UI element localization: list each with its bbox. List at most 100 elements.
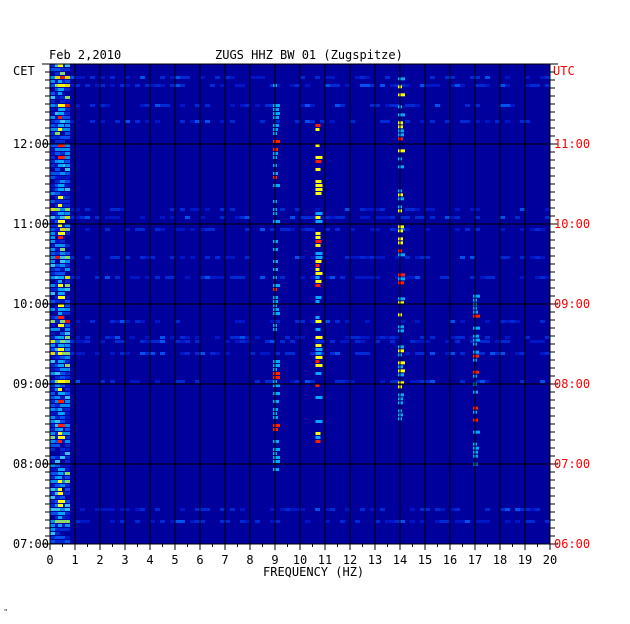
feature-segment	[58, 124, 64, 127]
feature-segment	[398, 77, 405, 81]
spectrogram-cell	[300, 228, 305, 231]
x-tick-label: 2	[96, 553, 103, 567]
spectrogram-cell	[170, 216, 175, 219]
x-tick-label: 8	[246, 553, 253, 567]
spectrogram-cell	[55, 328, 60, 331]
spectrogram-cell	[60, 528, 65, 531]
spectrogram-cell	[50, 148, 55, 151]
spectrogram-cell	[230, 104, 235, 107]
spectrogram-cell	[425, 340, 430, 343]
spectrogram-cell	[270, 340, 275, 343]
spectrogram-cell	[380, 208, 385, 211]
feature-segment	[273, 140, 280, 143]
spectrogram-cell	[200, 276, 205, 279]
spectrogram-cell	[355, 76, 360, 79]
spectrogram-cell	[85, 208, 90, 211]
spectrogram-cell	[50, 524, 55, 527]
spectrogram-cell	[485, 520, 490, 523]
spectrogram-cell	[195, 340, 200, 343]
spectrogram-cell	[485, 84, 490, 87]
spectrogram-cell	[65, 104, 70, 107]
feature-segment	[315, 276, 320, 279]
spectrogram-cell	[460, 320, 465, 323]
spectrogram-cell	[60, 320, 65, 323]
spectrogram-cell	[65, 260, 70, 263]
feature-segment	[58, 316, 64, 319]
spectrogram-cell	[325, 228, 330, 231]
spectrogram-cell	[470, 340, 475, 343]
spectrogram-cell	[395, 276, 400, 279]
feature-segment	[58, 364, 64, 367]
spectrogram-cell	[50, 288, 55, 291]
spectrogram-cell	[55, 264, 60, 267]
spectrogram-cell	[375, 520, 380, 523]
spectrogram-cell	[315, 208, 320, 211]
spectrogram-cell	[125, 320, 130, 323]
spectrogram-cell	[175, 340, 180, 343]
spectrogram-cell	[255, 520, 260, 523]
spectrogram-cell	[65, 460, 70, 463]
spectrogram-cell	[265, 104, 270, 107]
spectrogram-cell	[155, 104, 160, 107]
feature-segment	[315, 188, 323, 191]
spectrogram-cell	[345, 336, 350, 339]
spectrogram-cell	[65, 196, 70, 199]
spectrogram-cell	[55, 344, 60, 347]
spectrogram-cell	[50, 92, 55, 95]
spectrogram-cell	[50, 432, 55, 435]
spectrogram-cell	[65, 348, 70, 351]
spectrogram-cell	[55, 204, 60, 207]
spectrogram-cell	[370, 84, 375, 87]
spectrogram-cell	[50, 276, 55, 279]
spectrogram-cell	[100, 120, 105, 123]
spectrogram-cell	[65, 424, 70, 427]
spectrogram-cell	[425, 208, 430, 211]
feature-segment	[58, 204, 62, 207]
spectrogram-cell	[60, 448, 65, 451]
feature-segment	[58, 292, 64, 295]
spectrogram-cell	[530, 84, 535, 87]
spectrogram-cell	[390, 228, 395, 231]
spectrogram-cell	[65, 276, 70, 279]
spectrogram-cell	[50, 468, 55, 471]
spectrogram-cell	[345, 256, 350, 259]
spectrogram-cell	[365, 256, 370, 259]
spectrogram-cell	[50, 356, 55, 359]
feature-segment	[273, 384, 280, 387]
spectrogram-cell	[240, 320, 245, 323]
feature-segment	[398, 325, 404, 329]
feature-segment	[315, 124, 321, 127]
spectrogram-cell	[65, 212, 70, 215]
feature-segment	[398, 253, 405, 257]
spectrogram-cell	[460, 336, 465, 339]
spectrogram-cell	[275, 84, 280, 87]
spectrogram-cell	[55, 444, 60, 447]
spectrogram-cell	[415, 352, 420, 355]
spectrogram-cell	[60, 396, 65, 399]
spectrogram-cell	[485, 320, 490, 323]
spectrogram-cell	[65, 404, 70, 407]
feature-segment	[58, 104, 65, 107]
spectrogram-cell	[165, 276, 170, 279]
spectrogram-cell	[310, 320, 315, 323]
spectrogram-cell	[330, 216, 335, 219]
feature-segment	[398, 113, 405, 117]
spectrogram-cell	[215, 256, 220, 259]
spectrogram-cell	[505, 336, 510, 339]
spectrogram-cell	[55, 256, 60, 259]
feature-segment	[273, 376, 280, 379]
spectrogram-cell	[455, 508, 460, 511]
spectrogram-cell	[95, 276, 100, 279]
chart-title: ZUGS HHZ BW 01 (Zugspitze)	[215, 48, 403, 62]
spectrogram-cell	[260, 276, 265, 279]
spectrogram-cell	[300, 104, 305, 107]
feature-segment	[315, 128, 320, 131]
spectrogram-cell	[145, 340, 150, 343]
spectrogram-cell	[450, 84, 455, 87]
feature-segment	[398, 373, 404, 377]
spectrogram-cell	[240, 508, 245, 511]
feature-segment	[58, 88, 64, 91]
spectrogram-cell	[475, 104, 480, 107]
spectrogram-cell	[470, 256, 475, 259]
spectrogram-cell	[125, 256, 130, 259]
